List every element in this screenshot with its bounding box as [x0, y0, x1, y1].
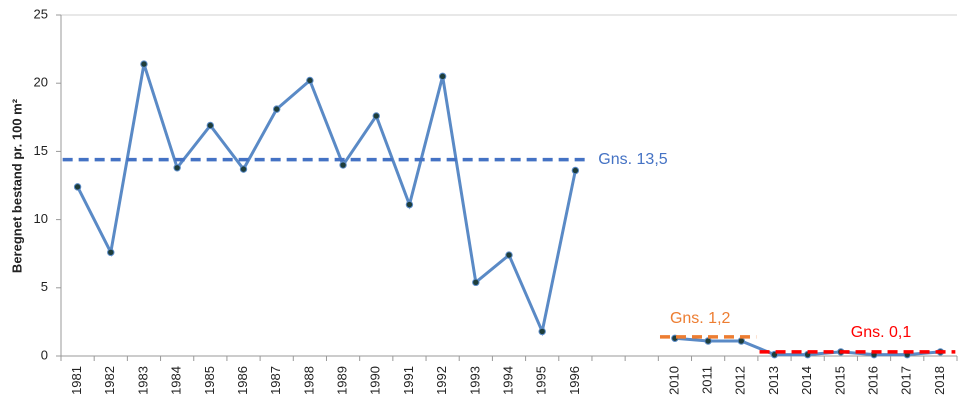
x-tick-label: 1984: [169, 366, 184, 395]
x-tick-label: 2010: [666, 366, 681, 395]
x-tick-label: 2012: [733, 366, 748, 395]
y-tick-label: 10: [34, 211, 48, 226]
x-tick-label: 1983: [135, 366, 150, 395]
data-point: [140, 60, 148, 68]
x-tick-label: 1995: [534, 366, 549, 395]
y-tick-label: 20: [34, 75, 48, 90]
x-tick-label: 2017: [899, 366, 914, 395]
data-point: [107, 248, 115, 257]
data-point: [306, 76, 314, 85]
mean-label: Gns. 1,2: [670, 310, 731, 327]
data-point: [339, 161, 347, 169]
x-tick-label: 2018: [932, 366, 947, 395]
data-line: [76, 63, 577, 337]
data-point: [273, 105, 281, 113]
y-axis-label: Beregnet bestand pr. 100 m²: [9, 98, 24, 273]
y-tick-label: 15: [34, 143, 48, 158]
mean-label: Gns. 0,1: [851, 324, 912, 341]
data-point: [505, 251, 513, 259]
x-tick-label: 1988: [301, 366, 316, 395]
data-point: [704, 337, 712, 345]
data-point: [372, 112, 380, 120]
data-point: [206, 121, 215, 130]
x-tick-label: 1996: [567, 366, 582, 395]
x-tick-label: 1991: [401, 366, 416, 395]
x-tick-label: 2014: [799, 366, 814, 395]
x-tick-label: 2013: [766, 366, 781, 395]
y-tick-label: 0: [41, 347, 48, 362]
x-tick-label: 1985: [202, 366, 217, 395]
mean-label: Gns. 13,5: [598, 151, 667, 168]
y-tick-label: 25: [34, 6, 48, 21]
x-tick-label: 1993: [467, 366, 482, 395]
x-tick-label: 2015: [832, 366, 847, 395]
y-tick-label: 5: [41, 279, 48, 294]
data-point: [538, 327, 546, 336]
data-point: [73, 183, 82, 191]
data-point: [438, 72, 447, 81]
x-tick-label: 1994: [500, 366, 515, 395]
data-point: [571, 166, 580, 175]
x-tick-label: 1989: [335, 366, 350, 395]
data-point: [173, 164, 181, 172]
x-tick-label: 1987: [268, 366, 283, 395]
data-point: [737, 337, 745, 345]
x-tick-label: 2011: [700, 366, 715, 394]
x-tick-label: 2016: [865, 366, 880, 395]
data-point: [405, 200, 414, 209]
x-tick-label: 1982: [102, 366, 117, 395]
data-point: [472, 278, 480, 287]
x-tick-label: 1986: [235, 366, 250, 395]
x-tick-label: 1981: [69, 366, 84, 395]
x-tick-label: 1992: [434, 366, 449, 395]
x-tick-label: 1990: [368, 366, 383, 395]
data-point: [239, 165, 248, 173]
